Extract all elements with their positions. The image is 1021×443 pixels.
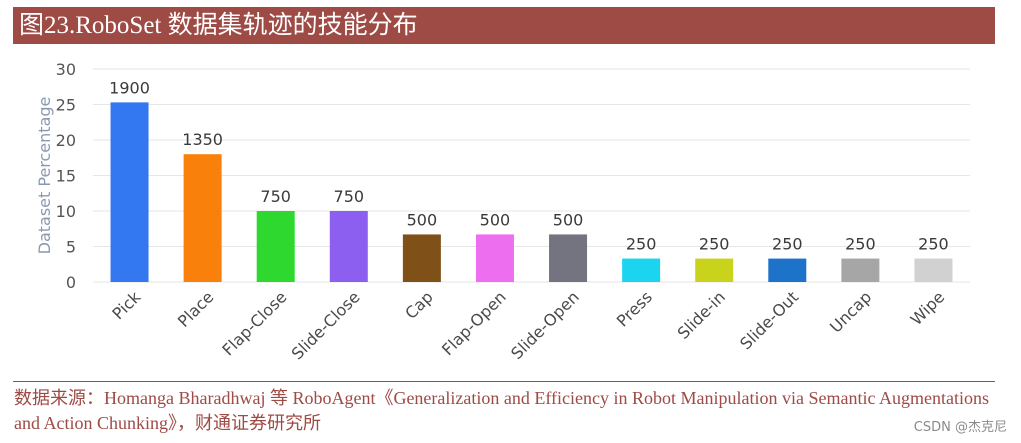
x-tick-label: Slide-Close: [288, 287, 364, 363]
bar-flap-close: [256, 211, 295, 282]
figure-title: 图23.RoboSet 数据集轨迹的技能分布: [19, 12, 418, 39]
data-label: 250: [918, 235, 949, 254]
data-label: 250: [626, 235, 657, 254]
bar-place: [183, 154, 222, 282]
data-label: 500: [480, 210, 511, 229]
data-label: 250: [772, 235, 803, 254]
source-note: 数据来源：Homanga Bharadhwaj 等 RoboAgent《Gene…: [14, 388, 989, 433]
data-label: 750: [260, 187, 291, 206]
bar-slide-close: [329, 211, 368, 282]
y-tick-label: 0: [66, 273, 76, 292]
bar-slide-out: [768, 258, 807, 282]
divider-line: [13, 381, 995, 382]
data-label: 1350: [182, 130, 223, 149]
y-tick-label: 20: [56, 131, 76, 150]
title-bar: 图23.RoboSet 数据集轨迹的技能分布: [13, 7, 995, 44]
bar-wipe: [914, 258, 953, 282]
bar-uncap: [841, 258, 880, 282]
x-tick-label: Pick: [108, 287, 144, 323]
y-tick-label: 15: [56, 167, 76, 186]
x-tick-label: Slide-Out: [736, 287, 802, 353]
bar-cap: [402, 234, 441, 282]
y-tick-label: 10: [56, 202, 76, 221]
bar-press: [622, 258, 661, 282]
bar-slide-open: [549, 234, 588, 282]
bar-slide-in: [695, 258, 734, 282]
data-label: 750: [334, 187, 365, 206]
x-tick-label: Press: [613, 287, 656, 330]
data-label: 250: [845, 235, 876, 254]
bar-flap-open: [475, 234, 514, 282]
y-tick-label: 5: [66, 238, 76, 257]
x-tick-label: Wipe: [907, 287, 949, 329]
data-label: 250: [699, 235, 730, 254]
x-tick-label: Uncap: [826, 287, 875, 336]
x-tick-label: Place: [174, 287, 218, 331]
data-label: 500: [407, 210, 438, 229]
x-tick-label: Cap: [401, 287, 436, 322]
x-tick-label: Slide-in: [674, 287, 729, 342]
data-label: 1900: [109, 78, 150, 97]
x-tick-label: Flap-Open: [438, 287, 510, 359]
y-axis-label: Dataset Percentage: [35, 97, 54, 255]
bar-pick: [110, 102, 149, 282]
x-tick-label: Slide-Open: [507, 287, 583, 363]
y-tick-label: 30: [56, 60, 76, 79]
y-tick-label: 25: [56, 96, 76, 115]
x-tick-label: Flap-Close: [218, 287, 290, 359]
data-label: 500: [553, 210, 584, 229]
watermark: CSDN @杰克尼: [913, 420, 1007, 435]
